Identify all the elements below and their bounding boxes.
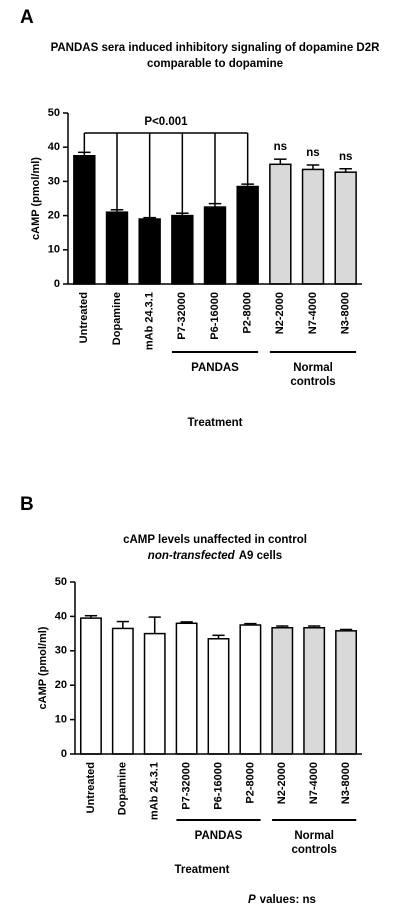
bar (303, 627, 326, 755)
group-label-line: controls (290, 376, 335, 388)
y-tick-label: 40 (48, 141, 60, 153)
bar (334, 171, 357, 285)
y-axis-label: cAMP (pmol/ml) (37, 626, 49, 709)
footnote-part: P (248, 894, 256, 905)
chart-subtitle-part: A9 cells (239, 550, 282, 562)
x-tick-label: N2-2000 (276, 762, 288, 804)
y-tick-label: 0 (54, 278, 60, 290)
group-label: Normal controls (290, 362, 335, 388)
panel-label: B (20, 494, 34, 515)
bar (207, 638, 230, 755)
y-tick-label: 10 (48, 244, 60, 256)
x-tick-label: P7-32000 (176, 292, 188, 340)
x-tick-label: P6-16000 (212, 762, 224, 810)
x-tick-label: P2-8000 (242, 292, 254, 334)
bar (271, 627, 294, 755)
bar (239, 624, 262, 755)
chart-subtitle-part: comparable to dopamine (147, 58, 283, 70)
y-tick-label: 40 (55, 610, 67, 622)
bar (236, 185, 259, 285)
group-label: PANDAS (191, 362, 239, 374)
bracket-label: P<0.001 (144, 116, 188, 128)
x-tick-label: P2-8000 (244, 762, 256, 804)
bar-label: ns (306, 147, 319, 159)
chart-title: cAMP levels unaffected in control (123, 534, 307, 546)
y-axis-label: cAMP (pmol/ml) (30, 157, 42, 240)
x-tick-label: P7-32000 (181, 762, 193, 810)
bar (111, 627, 134, 755)
group-label-line: controls (291, 844, 336, 856)
y-tick-label: 20 (48, 210, 60, 222)
bar (138, 218, 161, 285)
bar (203, 206, 227, 285)
chart-title: PANDAS sera induced inhibitory signaling… (51, 42, 381, 54)
x-tick-label: N3-8000 (340, 292, 352, 334)
bar (175, 622, 198, 755)
x-tick-label: Dopamine (111, 292, 123, 345)
bar-label: ns (274, 141, 287, 153)
y-tick-label: 10 (55, 714, 67, 726)
bar (171, 214, 194, 285)
group-label-line: Normal (294, 830, 334, 842)
y-tick-label: 50 (55, 576, 67, 588)
y-tick-label: 0 (61, 748, 67, 760)
footnote-part: values: ns (260, 894, 316, 905)
bar (335, 630, 358, 755)
y-tick-label: 30 (48, 175, 60, 187)
chart-subtitle: comparable to dopamine (147, 58, 283, 70)
x-tick-label: mAb 24.3.1 (144, 292, 156, 350)
x-tick-label: Untreated (78, 292, 90, 343)
chart-subtitle-part: non-transfected (148, 550, 236, 562)
x-axis-label: Treatment (175, 864, 230, 876)
x-tick-label: N7-4000 (307, 292, 319, 334)
x-tick-label: N2-2000 (274, 292, 286, 334)
bar (269, 163, 292, 285)
x-tick-label: mAb 24.3.1 (149, 762, 161, 820)
bar (73, 155, 96, 285)
bar (79, 617, 102, 755)
x-tick-label: N3-8000 (340, 762, 352, 804)
group-label-line: Normal (293, 362, 333, 374)
x-axis-label: Treatment (188, 417, 243, 429)
group-label: Normal controls (291, 830, 336, 856)
y-tick-label: 50 (48, 107, 60, 119)
x-tick-label: Dopamine (117, 762, 129, 815)
group-label: PANDAS (195, 830, 243, 842)
y-tick-label: 30 (55, 645, 67, 657)
x-tick-label: Untreated (85, 762, 97, 813)
y-tick-label: 20 (55, 679, 67, 691)
x-tick-label: N7-4000 (308, 762, 320, 804)
x-tick-label: P6-16000 (209, 292, 221, 340)
bar (105, 211, 129, 285)
bar (301, 168, 325, 285)
chart-subtitle: non-transfected A9 cells (148, 550, 282, 562)
panel-label: A (20, 7, 34, 28)
bar-label: ns (339, 151, 352, 163)
bar (143, 632, 166, 755)
